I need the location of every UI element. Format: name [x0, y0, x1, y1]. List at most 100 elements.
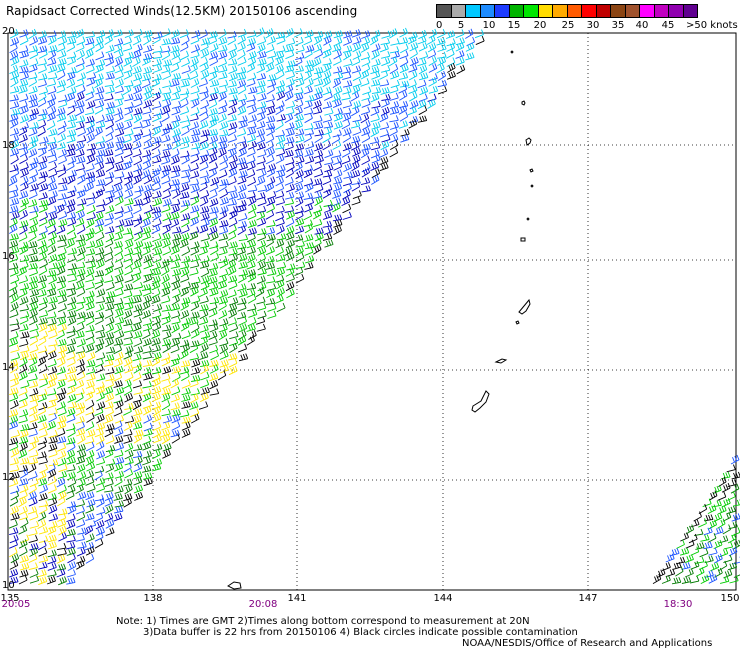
wind-barb [162, 219, 172, 228]
island-outline [526, 217, 530, 221]
wind-barb [75, 217, 85, 227]
wind-barb [379, 122, 390, 130]
wind-barb [684, 554, 694, 564]
wind-barb [380, 87, 390, 95]
wind-barb [190, 340, 200, 348]
wind-barb [96, 450, 106, 460]
wind-barb [67, 232, 77, 241]
wind-barb [219, 258, 229, 269]
wind-barb [123, 227, 133, 235]
wind-barb [171, 332, 182, 340]
wind-barb [209, 56, 219, 67]
wind-barb [141, 329, 151, 340]
wind-barb [94, 470, 103, 481]
wind-barb [294, 28, 303, 38]
wind-barb [171, 268, 182, 277]
wind-barb [39, 463, 49, 474]
wind-barb [371, 174, 380, 185]
wind-barb [437, 43, 447, 52]
wind-barb [266, 147, 275, 158]
wind-barb [28, 127, 38, 137]
wind-barb [161, 45, 171, 53]
wind-barb [181, 65, 191, 74]
wind-barb [67, 302, 77, 312]
map-frame [7, 32, 737, 591]
wind-barb [265, 209, 275, 220]
wind-barb [180, 232, 190, 242]
wind-barb [19, 351, 29, 361]
wind-barb [95, 218, 105, 228]
wind-barb [218, 324, 228, 333]
wind-barb [67, 37, 77, 45]
wind-barb [256, 275, 266, 285]
wind-barb [295, 52, 305, 61]
wind-barb [37, 97, 47, 108]
wind-barb [208, 93, 218, 102]
wind-barb [96, 441, 105, 452]
wind-barb [332, 150, 342, 159]
wind-barb [381, 93, 391, 101]
wind-barb [294, 99, 304, 109]
wind-barb [153, 197, 163, 207]
wind-barb [76, 478, 86, 488]
wind-barb [67, 268, 77, 276]
wind-barb [446, 42, 456, 52]
wind-barb [256, 80, 266, 88]
wind-barb [20, 423, 30, 432]
wind-barb [218, 233, 229, 241]
wind-barb [85, 301, 95, 311]
wind-barb [20, 168, 29, 178]
wind-barb [342, 100, 353, 109]
wind-barb [38, 492, 48, 502]
wind-barb [352, 147, 361, 157]
wind-barb [246, 239, 257, 249]
wind-barb [333, 56, 342, 66]
wind-barb [85, 380, 95, 389]
wind-barb [228, 241, 238, 249]
wind-barb [361, 143, 371, 151]
wind-barb [141, 119, 151, 129]
wind-barb [294, 106, 303, 117]
wind-barb [9, 568, 19, 578]
wind-barb [276, 69, 285, 80]
wind-barb [227, 198, 237, 206]
wind-barb [9, 127, 20, 136]
wind-barb [18, 525, 28, 535]
wind-barb [57, 317, 67, 326]
wind-barb [670, 548, 680, 557]
wind-barb [19, 371, 28, 381]
wind-barb [96, 385, 105, 395]
wind-barb [208, 35, 218, 45]
wind-barb [152, 458, 163, 467]
wind-barb [95, 86, 105, 95]
wind-barb [19, 66, 29, 74]
wind-barb [286, 210, 295, 220]
wind-barb [28, 357, 38, 367]
wind-barb [208, 153, 218, 164]
wind-barb [18, 364, 28, 374]
wind-barb [389, 126, 398, 137]
wind-barb [294, 182, 304, 193]
wind-barb [151, 295, 161, 305]
wind-barb [228, 358, 238, 368]
wind-barb [143, 29, 153, 38]
wind-barb [455, 42, 465, 52]
wind-barb [133, 408, 143, 417]
wind-barb [76, 49, 85, 61]
wind-barb [28, 428, 38, 437]
wind-barb [105, 162, 115, 172]
wind-barb [179, 29, 189, 39]
wind-barb [9, 64, 19, 75]
wind-barb [360, 69, 370, 80]
wind-barb [200, 91, 209, 102]
wind-barb [67, 401, 78, 409]
wind-barb [209, 206, 219, 214]
island-outline [529, 168, 534, 173]
wind-barb [142, 241, 153, 249]
wind-barb [142, 405, 152, 416]
wind-barb [304, 203, 314, 213]
wind-barb [730, 454, 740, 465]
wind-barb [227, 106, 237, 116]
wind-barb [77, 541, 87, 549]
wind-barb [199, 149, 210, 158]
